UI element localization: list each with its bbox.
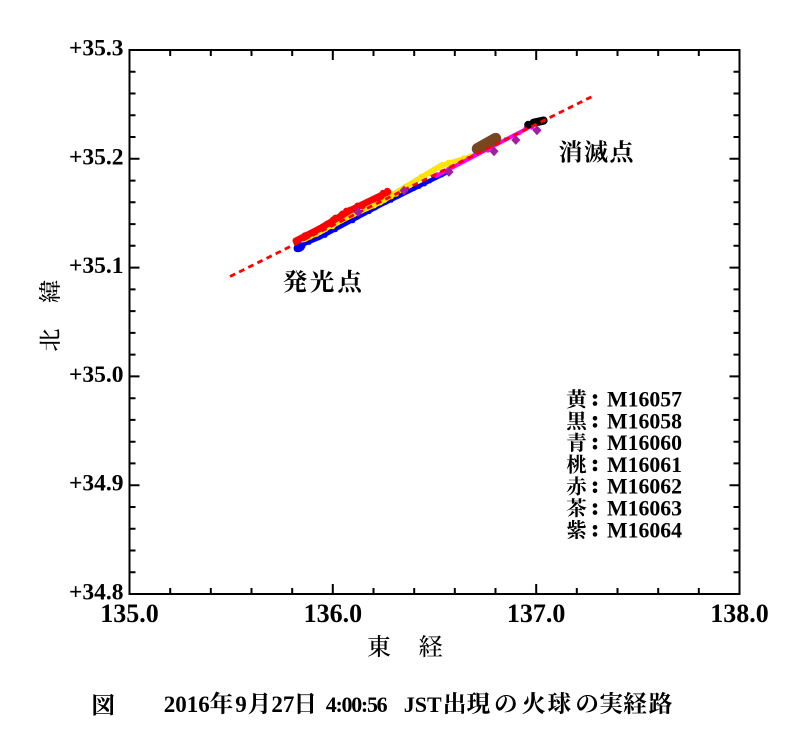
svg-text:+34.8: +34.8 — [69, 580, 124, 606]
svg-text:M16062: M16062 — [607, 475, 682, 499]
svg-text:M16063: M16063 — [607, 497, 682, 521]
svg-text:M16061: M16061 — [607, 453, 682, 477]
svg-text:M16060: M16060 — [607, 431, 682, 455]
svg-text:M16064: M16064 — [607, 518, 682, 542]
svg-text:2016: 2016 — [164, 692, 210, 717]
svg-text:+35.0: +35.0 — [69, 362, 124, 388]
svg-text:+35.1: +35.1 — [69, 253, 124, 279]
svg-text:9: 9 — [235, 692, 247, 717]
svg-text:27: 27 — [271, 692, 294, 717]
svg-text:137.0: 137.0 — [507, 599, 566, 628]
svg-text:+35.2: +35.2 — [69, 144, 124, 170]
svg-text:M16057: M16057 — [607, 388, 682, 412]
svg-text:M16058: M16058 — [607, 409, 682, 433]
svg-text:136.0: 136.0 — [304, 599, 363, 628]
svg-text:JST: JST — [404, 692, 442, 717]
svg-text:135.0: 135.0 — [100, 599, 159, 628]
svg-text:+34.9: +34.9 — [69, 471, 124, 497]
svg-text:+35.3: +35.3 — [69, 36, 124, 62]
svg-text:4:00:56: 4:00:56 — [326, 692, 388, 717]
svg-text:138.0: 138.0 — [710, 599, 769, 628]
